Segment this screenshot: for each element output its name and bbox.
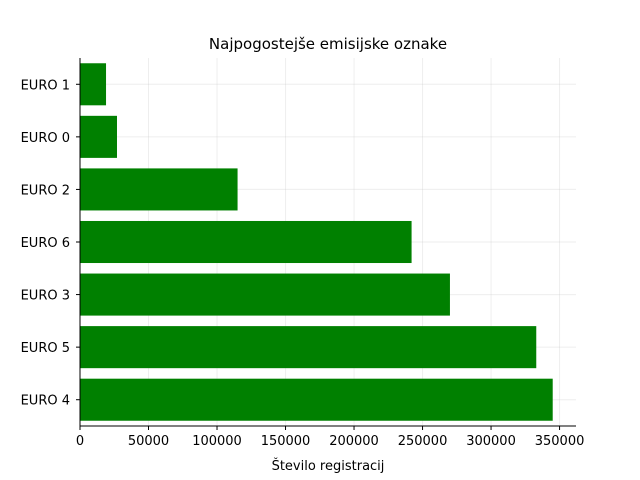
bar-euro-6 [80,220,412,264]
x-axis-label: Število registracij [272,458,385,474]
y-tick-label: EURO 5 [21,341,70,356]
x-tick-label: 300000 [466,434,516,449]
x-tick-label: 250000 [398,434,448,449]
bar-euro-0 [80,115,117,158]
y-tick-label: EURO 4 [21,394,70,409]
bars [80,63,553,421]
x-tick-label: 50000 [128,434,169,449]
chart-title: Najpogostejše emisijske oznake [209,35,447,53]
bar-euro-2 [80,168,238,211]
x-tick-label: 200000 [329,434,379,449]
y-tick-label: EURO 0 [21,131,70,146]
y-axis-ticks: EURO 4 EURO 5 EURO 3 EURO 6 EURO 2 EURO 0 EURO… [21,78,80,409]
bar-euro-4 [80,378,553,421]
x-axis-ticks: 0 50000 100000 150000 200000 250000 300000 3500… [76,426,585,449]
bar-euro-3 [80,273,450,316]
x-tick-label: 150000 [261,434,311,449]
y-tick-label: EURO 1 [21,78,70,93]
x-tick-label: 0 [76,434,84,449]
bar-euro-5 [80,326,537,369]
y-tick-label: EURO 3 [21,289,70,304]
y-tick-label: EURO 6 [21,236,70,251]
x-tick-label: 100000 [192,434,242,449]
x-tick-label: 350000 [535,434,585,449]
bar-euro-1 [80,63,107,106]
y-tick-label: EURO 2 [21,183,70,198]
